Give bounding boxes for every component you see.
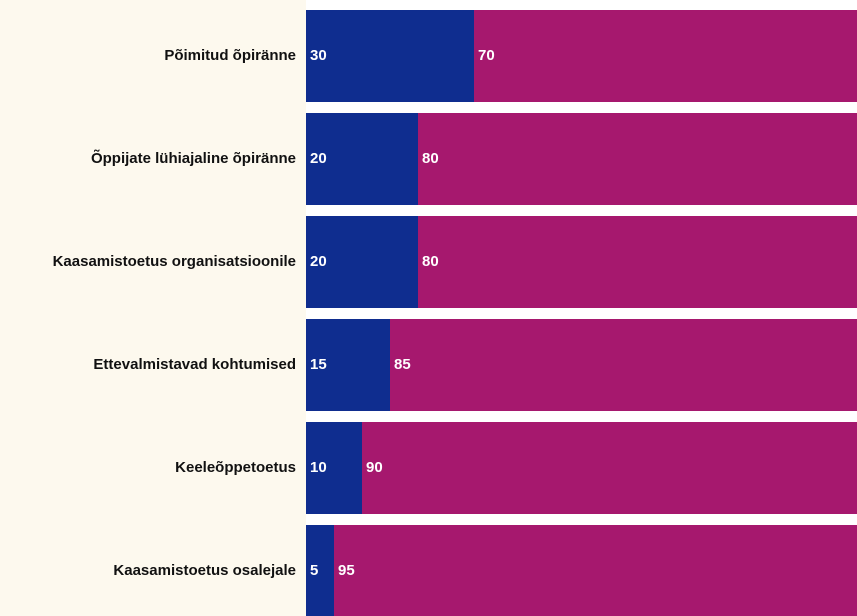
bar-segment [390, 319, 857, 411]
bar-segment [306, 216, 418, 308]
bar-segment [362, 422, 857, 514]
category-label: Õppijate lühiajaline õpiränne [91, 149, 296, 167]
value-label: 80 [422, 150, 439, 167]
bar-segment [474, 10, 857, 102]
category-label: Kaasamistoetus osalejale [113, 562, 296, 579]
value-label: 80 [422, 253, 439, 270]
value-label: 15 [310, 356, 327, 373]
bar-segment [306, 113, 418, 205]
bar-segment [306, 10, 474, 102]
bar-segment [306, 525, 334, 616]
value-label: 95 [338, 562, 355, 579]
value-label: 70 [478, 47, 495, 64]
bar-segment [306, 319, 390, 411]
category-label: Kaasamistoetus organisatsioonile [53, 253, 296, 270]
bar-segment [306, 422, 362, 514]
value-label: 5 [310, 562, 318, 579]
bar-segment [418, 113, 857, 205]
value-label: 85 [394, 356, 411, 373]
bar-segment [334, 525, 857, 616]
value-label: 10 [310, 459, 327, 476]
bar-segment [418, 216, 857, 308]
category-label: Keeleõppetoetus [175, 459, 296, 476]
value-label: 30 [310, 47, 327, 64]
category-label: Põimitud õpiränne [164, 47, 296, 64]
value-label: 20 [310, 253, 327, 270]
value-label: 20 [310, 150, 327, 167]
category-label: Ettevalmistavad kohtumised [93, 356, 296, 373]
value-label: 90 [366, 459, 383, 476]
